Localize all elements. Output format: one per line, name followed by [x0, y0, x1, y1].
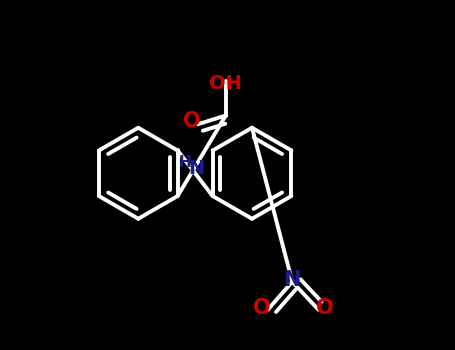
Text: O: O [253, 298, 270, 318]
Text: OH: OH [209, 74, 242, 93]
Text: O: O [316, 298, 334, 318]
Text: H: H [179, 155, 192, 170]
Text: N: N [283, 270, 301, 290]
Text: N: N [189, 159, 205, 177]
Text: O: O [182, 111, 200, 131]
